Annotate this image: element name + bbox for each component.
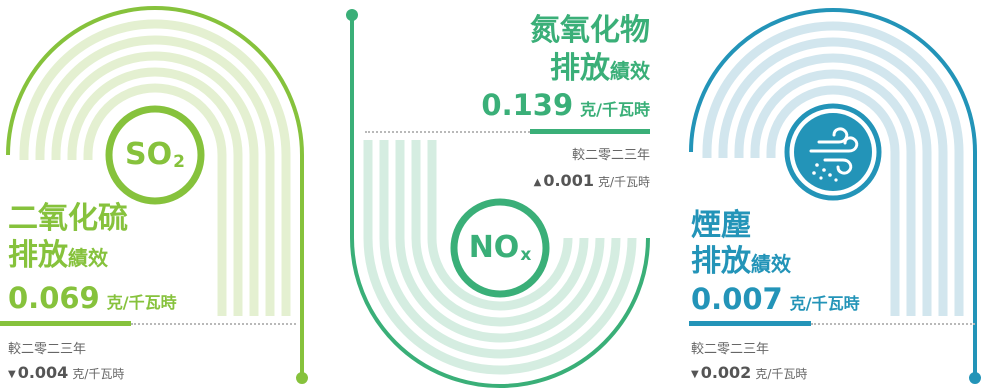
nox-change-value: 0.001 <box>543 171 594 190</box>
nox-value: 0.139 <box>481 88 574 122</box>
dust-stripe-band <box>702 21 964 316</box>
so2-outer-arc <box>6 6 304 378</box>
nox-title: 氮氧化物 <box>530 13 650 48</box>
nox-stripe-band <box>395 140 605 343</box>
nox-value-line: 0.139 克/千瓦時 <box>481 86 650 129</box>
dust-dotted-divider <box>811 323 975 325</box>
nox-stripe-bands <box>363 140 637 375</box>
dust-change-unit: 克/千瓦時 <box>755 367 808 381</box>
so2-badge-main: SO <box>125 137 173 172</box>
nox-badge-main: NO <box>468 230 520 265</box>
dust-stripe-band <box>734 53 932 316</box>
dust-stripe-band <box>766 85 900 316</box>
nox-stripe-band <box>363 140 637 375</box>
nox-change: ▲ 0.001 克/千瓦時 <box>534 171 650 194</box>
so2-badge-circle <box>105 105 205 205</box>
dust-panel: 煙塵 排放績效 0.007 克/千瓦時 較二零二三年 ▼ 0.002 克/千瓦時 <box>680 0 982 389</box>
so2-subtitle: 排放績效 <box>8 238 108 278</box>
wind-dust-icon <box>809 127 859 182</box>
nox-value-unit: 克/千瓦時 <box>580 100 650 119</box>
so2-value: 0.069 <box>8 281 100 315</box>
dust-value-line: 0.007 克/千瓦時 <box>691 280 860 323</box>
so2-subtitle-main: 排放 <box>8 238 68 273</box>
so2-dotted-divider <box>131 323 296 325</box>
dust-stripe-bands <box>702 21 964 316</box>
so2-change-unit: 克/千瓦時 <box>72 367 125 381</box>
dust-value-unit: 克/千瓦時 <box>789 294 860 313</box>
so2-graphic <box>6 6 308 384</box>
so2-stripe-band <box>19 19 291 316</box>
dust-subtitle-main: 排放 <box>691 244 751 279</box>
dust-value: 0.007 <box>691 282 783 316</box>
dust-stripe-band <box>750 69 916 316</box>
nox-graphic <box>346 9 650 388</box>
dust-arc-end-dot <box>969 372 981 384</box>
so2-subtitle-small: 績效 <box>68 246 108 270</box>
nox-subtitle: 排放績效 <box>550 51 650 91</box>
dust-change-value: 0.002 <box>700 363 752 382</box>
nox-stripe-band <box>379 140 621 359</box>
nox-change-arrow-icon: ▲ <box>533 177 542 188</box>
so2-title: 二氧化硫 <box>8 201 128 236</box>
dust-change-arrow-icon: ▼ <box>691 369 699 380</box>
so2-stripe-band <box>83 83 227 316</box>
dust-title: 煙塵 <box>691 208 751 243</box>
so2-stripe-band <box>67 67 243 316</box>
nox-dotted-divider <box>365 131 530 133</box>
so2-value-line: 0.069 克/千瓦時 <box>8 279 177 322</box>
so2-stripe-band <box>51 51 259 316</box>
nox-compare-label: 較二零二三年 <box>571 148 650 163</box>
nox-outer-arc <box>350 15 650 388</box>
so2-arc-end-dot <box>296 372 308 384</box>
nox-badge-label: NOx <box>450 198 550 298</box>
so2-change: ▼ 0.004 克/千瓦時 <box>8 363 124 386</box>
so2-change-value: 0.004 <box>17 363 69 382</box>
so2-badge-sub: 2 <box>173 152 185 172</box>
dust-compare-label: 較二零二三年 <box>691 342 770 357</box>
nox-badge-sub: x <box>520 245 532 265</box>
nox-change-unit: 克/千瓦時 <box>597 175 650 189</box>
nox-panel: NOx 氮氧化物 排放績效 0.139 克/千瓦時 較二零二三年 ▲ 0.001 克/… <box>340 0 660 389</box>
dust-subtitle-small: 績效 <box>751 252 791 276</box>
so2-badge-label: SO2 <box>105 105 205 205</box>
nox-accent-bar <box>530 129 650 134</box>
so2-stripe-bands <box>19 19 291 316</box>
dust-accent-bar <box>689 321 811 326</box>
dust-graphic <box>689 8 981 384</box>
so2-change-arrow-icon: ▼ <box>8 369 16 380</box>
so2-stripe-band <box>35 35 275 316</box>
nox-badge-circle <box>450 198 550 298</box>
nox-arc-start-dot <box>346 9 358 21</box>
so2-compare-label: 較二零二三年 <box>8 342 87 357</box>
so2-value-unit: 克/千瓦時 <box>106 293 177 312</box>
nox-subtitle-main: 排放 <box>550 51 610 86</box>
nox-stripe-band <box>427 140 573 311</box>
dust-stripe-band <box>718 37 948 316</box>
nox-stripe-band <box>411 140 589 327</box>
so2-panel: SO2 二氧化硫 排放績效 0.069 克/千瓦時 較二零二三年 ▼ 0.004 克/… <box>0 0 330 389</box>
so2-accent-bar <box>0 321 131 326</box>
nox-subtitle-small: 績效 <box>610 59 650 83</box>
dust-outer-arc <box>689 8 977 378</box>
dust-subtitle: 排放績效 <box>691 244 791 284</box>
dust-change: ▼ 0.002 克/千瓦時 <box>691 363 807 386</box>
